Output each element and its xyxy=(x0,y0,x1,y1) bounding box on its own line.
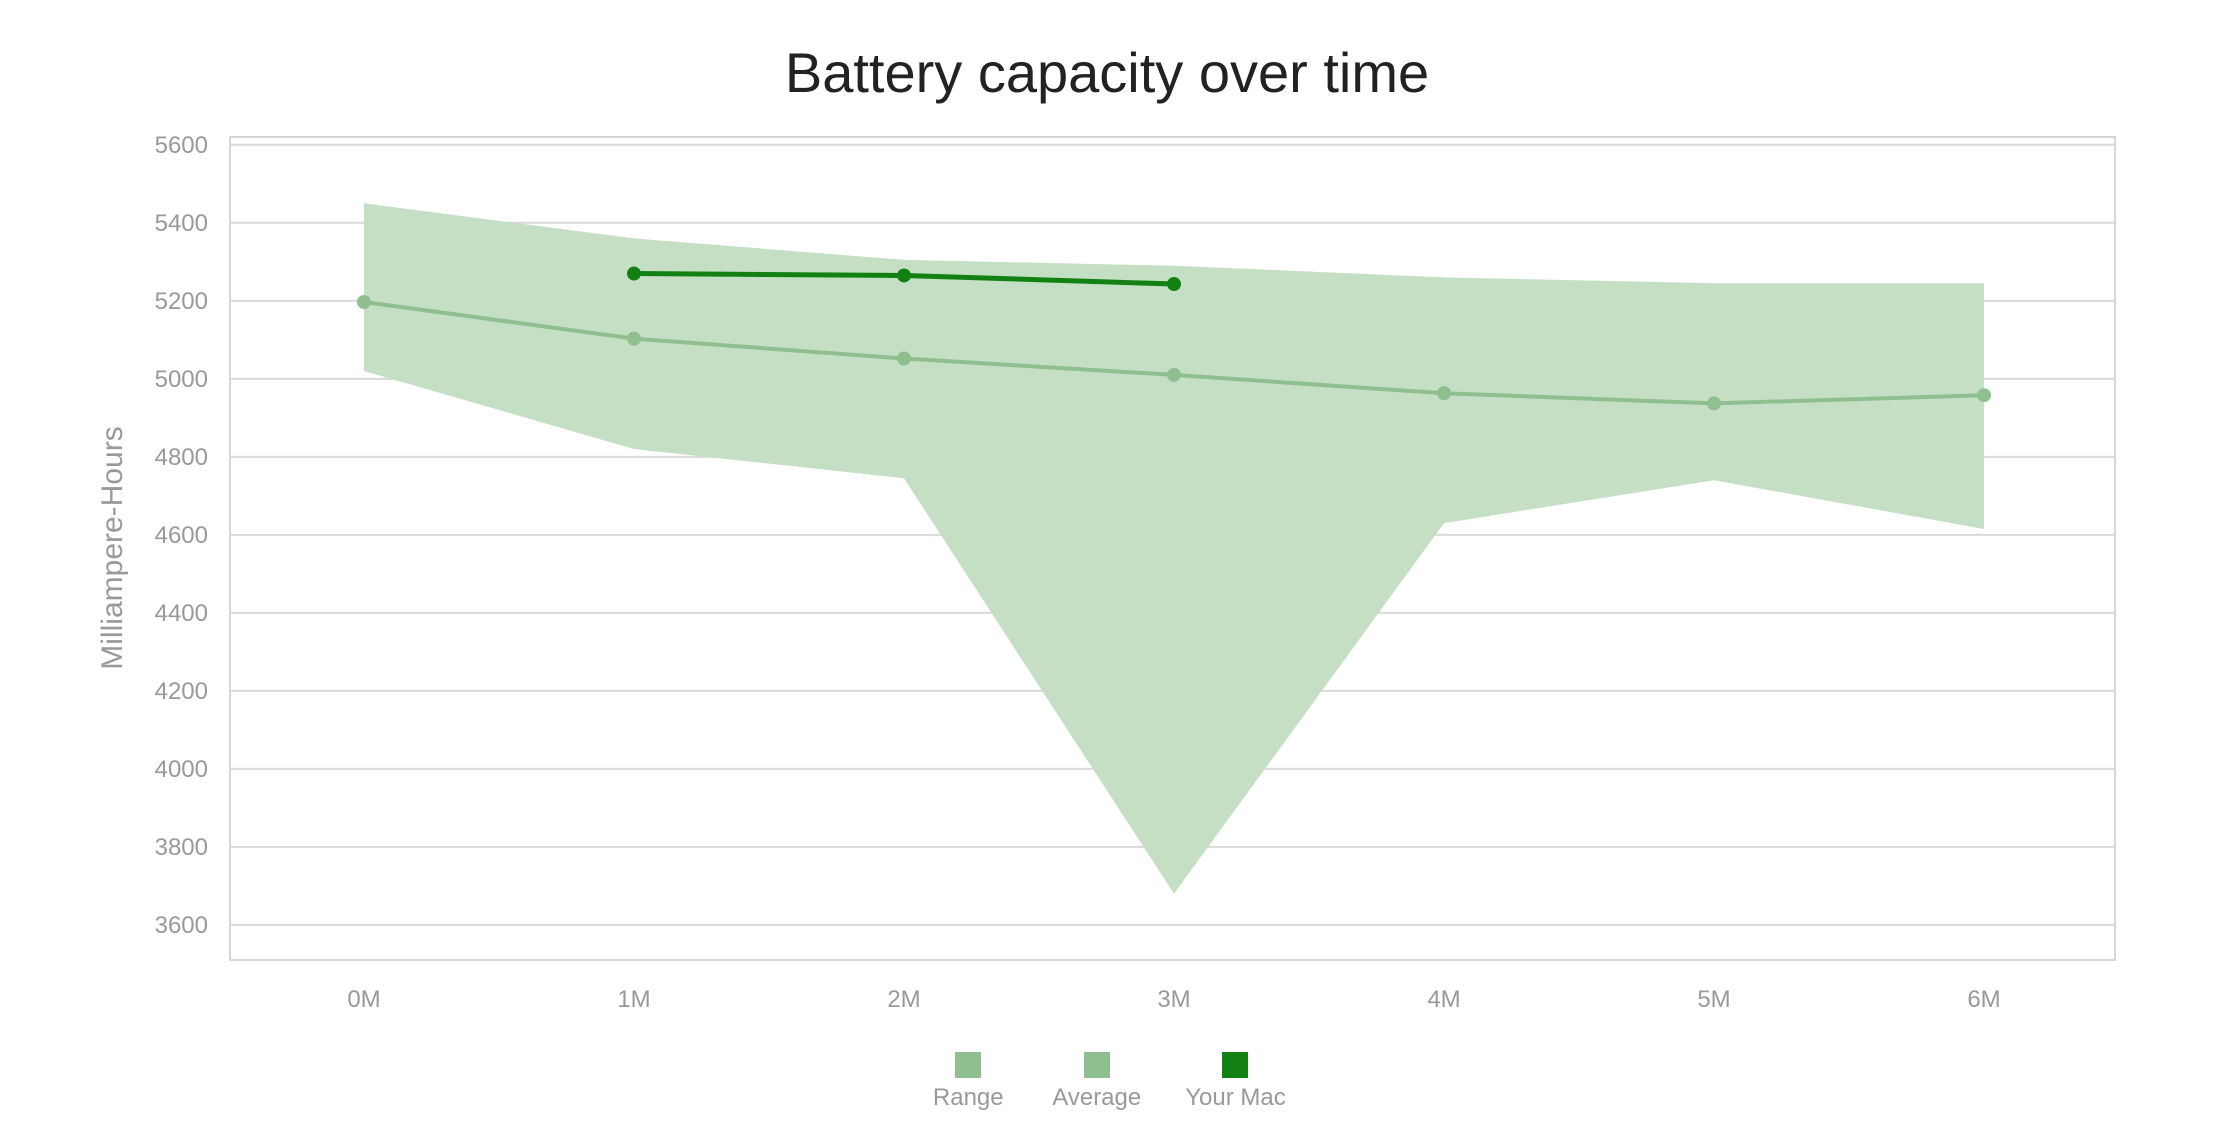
x-tick-label-6M: 6M xyxy=(1967,986,2000,1013)
x-tick-label-4M: 4M xyxy=(1427,986,1460,1013)
legend-swatch-average xyxy=(1083,1052,1110,1078)
axis-layer: 3600 3800 4000 4200 4400 4600 4800 5000 5200 5400… xyxy=(155,132,2001,1013)
series-layer xyxy=(357,266,1991,411)
y-tick-label-3800: 3800 xyxy=(155,834,208,861)
chart-title: Battery capacity over time xyxy=(784,41,1430,104)
legend-label-range: Range xyxy=(932,1084,1004,1111)
y-axis-title: Milliampere-Hours xyxy=(96,426,129,669)
x-tick-label-1M: 1M xyxy=(617,986,650,1013)
y-tick-label-5200: 5200 xyxy=(155,288,208,315)
legend-item-range[interactable]: Range xyxy=(928,1052,1008,1112)
point-average-5M xyxy=(1707,396,1721,411)
y-tick-label-4400: 4400 xyxy=(155,600,208,627)
y-tick-label-4200: 4200 xyxy=(155,678,208,705)
point-average-6M xyxy=(1977,388,1991,403)
point-average-0M xyxy=(357,294,371,309)
point-your-mac-2M xyxy=(897,268,911,283)
point-average-3M xyxy=(1167,367,1181,382)
x-tick-label-0M: 0M xyxy=(347,986,380,1013)
legend-label-average: Average xyxy=(1052,1084,1142,1111)
point-average-4M xyxy=(1437,386,1451,401)
x-tick-label-3M: 3M xyxy=(1157,986,1190,1013)
y-tick-label-5400: 5400 xyxy=(155,210,208,237)
legend: Range Average Your Mac xyxy=(0,1052,2214,1112)
legend-item-your-mac[interactable]: Your Mac xyxy=(1185,1052,1286,1112)
legend-swatch-your-mac xyxy=(1222,1052,1249,1078)
x-tick-label-2M: 2M xyxy=(887,986,920,1013)
y-tick-label-5600: 5600 xyxy=(155,132,208,159)
y-tick-label-4600: 4600 xyxy=(155,522,208,549)
y-tick-label-4000: 4000 xyxy=(155,756,208,783)
point-average-2M xyxy=(897,351,911,366)
legend-label-your-mac: Your Mac xyxy=(1185,1084,1286,1111)
range-band xyxy=(364,203,1984,894)
y-tick-label-5000: 5000 xyxy=(155,366,208,393)
point-average-1M xyxy=(627,331,641,346)
plot-border xyxy=(229,136,2116,961)
range-layer xyxy=(364,203,1984,894)
x-tick-label-5M: 5M xyxy=(1697,986,1730,1013)
y-tick-label-4800: 4800 xyxy=(155,444,208,471)
point-your-mac-1M xyxy=(627,266,641,281)
y-tick-label-3600: 3600 xyxy=(155,912,208,939)
point-your-mac-3M xyxy=(1167,277,1181,292)
legend-swatch-range xyxy=(955,1052,982,1078)
legend-item-average[interactable]: Average xyxy=(1052,1052,1141,1112)
